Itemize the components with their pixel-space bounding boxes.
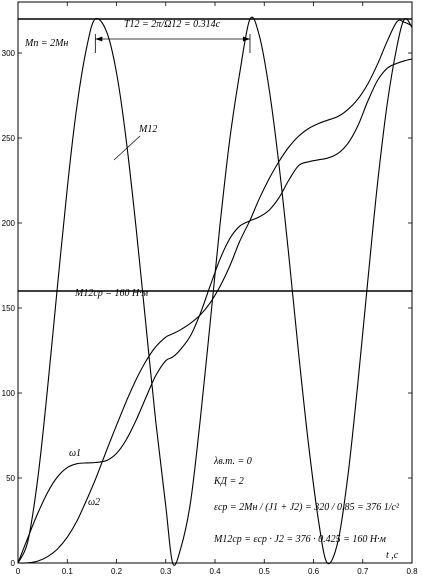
reference-lines <box>18 18 412 292</box>
x-tick-label: 0.8 <box>406 567 418 576</box>
y-tick-label: 300 <box>2 49 16 58</box>
series-line <box>17 16 413 566</box>
y-tick-label: 100 <box>2 389 16 398</box>
m12-label: M12 <box>138 124 157 135</box>
mavg-label: M12ср = 160 Н·м <box>74 288 149 299</box>
mp-label: Mп = 2Mн <box>24 38 68 49</box>
x-tick-label: 0.1 <box>62 567 74 576</box>
lambda-label: λв.т. = 0 <box>213 456 252 467</box>
w2-label: ω2 <box>88 497 100 508</box>
plot-frame <box>17 1 413 564</box>
w1-label: ω1 <box>69 448 81 459</box>
x-tick-label: 0.7 <box>357 567 369 576</box>
series-line <box>17 19 413 564</box>
series-lines <box>17 16 413 566</box>
x-tick-label: 0.4 <box>209 567 221 576</box>
x-tick-label: 0.5 <box>259 567 271 576</box>
kd-label: KД = 2 <box>213 476 244 487</box>
period-arrow <box>94 34 251 53</box>
period-label: T12 = 2π/Ω12 = 0.314c <box>124 19 221 30</box>
axis-ticks: 0 0.1 0.2 0.3 0.4 0.5 0.6 0.7 0.8 0 50 100 150 200 250… <box>2 2 418 576</box>
x-tick-label: 0.2 <box>111 567 123 576</box>
y-tick-label: 150 <box>2 304 16 313</box>
x-tick-label: 0.3 <box>160 567 172 576</box>
x-tick-label: 0.6 <box>308 567 320 576</box>
m12-leader <box>113 135 141 161</box>
y-tick-label: 200 <box>2 219 16 228</box>
m12eq-label: M12ср = εср · J2 = 376 · 0.425 = 160 Н·м <box>213 534 387 545</box>
eps-label: εср = 2Mн / (J1 + J2) = 320 / 0.85 = 376… <box>214 502 400 513</box>
series-line <box>17 58 413 564</box>
x-axis-label: t ,c <box>386 550 399 561</box>
y-tick-label: 50 <box>6 474 15 483</box>
y-tick-label: 0 <box>11 559 16 568</box>
y-tick-label: 250 <box>2 134 16 143</box>
x-tick-label: 0 <box>16 567 21 576</box>
